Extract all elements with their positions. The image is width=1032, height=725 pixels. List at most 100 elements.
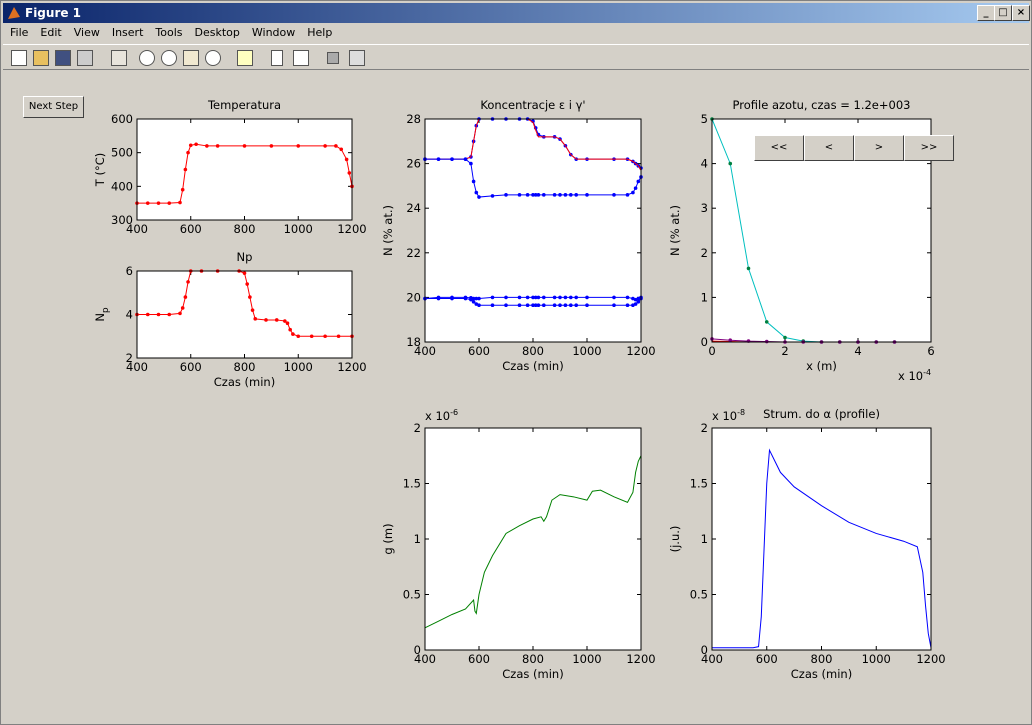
data-point [183, 167, 188, 172]
datacursor-icon[interactable] [237, 50, 253, 66]
y-axis-label-text: T (°C) [93, 153, 107, 187]
legend-icon[interactable] [293, 50, 309, 66]
menu-item[interactable]: Desktop [194, 26, 240, 39]
x-axis-label: x (m) [806, 359, 837, 373]
data-point [574, 303, 578, 308]
maximize-button[interactable]: □ [994, 5, 1012, 21]
y-tick-label: 4 [126, 308, 133, 322]
zoom-in-icon[interactable] [139, 50, 155, 66]
data-point [531, 295, 535, 300]
data-point [504, 303, 508, 308]
data-point [533, 193, 538, 197]
y-axis-label: N (% at.) [668, 205, 682, 256]
data-point [215, 144, 220, 148]
axes-background [425, 119, 641, 342]
colorbar-icon[interactable] [271, 50, 283, 66]
y-tick-label: 4 [701, 157, 708, 171]
data-point [533, 303, 538, 308]
y-axis-label: (j.u.) [668, 526, 682, 553]
data-point [283, 319, 287, 323]
data-point [167, 201, 172, 205]
data-point [552, 295, 557, 300]
data-point [334, 144, 338, 148]
y-axis-label-sub: p [101, 307, 111, 313]
axes-box [711, 427, 932, 651]
data-point [296, 334, 301, 339]
x-tick-label: 800 [522, 344, 544, 358]
open-icon[interactable] [33, 50, 49, 66]
menu-item[interactable]: Window [251, 26, 296, 39]
y-tick-label: 1 [414, 532, 421, 546]
zoom-out-icon[interactable] [161, 50, 177, 66]
data-point [585, 193, 589, 197]
data-point [471, 300, 476, 304]
data-point [636, 296, 641, 301]
data-point [309, 334, 314, 339]
data-point [145, 201, 150, 205]
y-tick-label: 1.5 [403, 477, 421, 491]
data-point [336, 334, 341, 339]
data-point [517, 303, 522, 308]
y-axis-label-text: N (% at.) [668, 205, 682, 256]
rotate-icon[interactable] [205, 50, 221, 66]
data-point [552, 303, 557, 308]
y-axis-label-text: N (% at.) [381, 205, 395, 256]
title-bar: Figure 1 _ □ × [3, 3, 1030, 23]
menu-item[interactable]: Insert [111, 26, 144, 39]
pointer-icon[interactable] [111, 50, 127, 66]
nav-button[interactable]: << [754, 135, 804, 161]
next-step-button[interactable]: Next Step [23, 96, 84, 118]
nav-button[interactable]: < [804, 135, 854, 161]
x-tick-label: 800 [234, 360, 256, 374]
y-tick-label: 2 [126, 351, 133, 365]
data-point [585, 295, 589, 300]
pan-icon[interactable] [183, 50, 199, 66]
data-point [542, 303, 546, 308]
data-point [569, 193, 573, 197]
menu-item[interactable]: File [10, 26, 29, 39]
y-tick-label: 1.5 [690, 477, 708, 491]
y-axis-label: g (m) [381, 523, 395, 554]
data-point [728, 161, 733, 166]
data-point [542, 193, 546, 197]
toolbar [3, 44, 1029, 70]
menu-item[interactable]: View [73, 26, 100, 39]
nav-button[interactable]: > [854, 135, 904, 161]
menu-item[interactable]: Help [307, 26, 333, 39]
close-button[interactable]: × [1012, 5, 1030, 21]
y-tick-label: 0.5 [403, 588, 421, 602]
data-point [474, 296, 479, 301]
x-tick-label: 400 [701, 652, 723, 666]
data-point [563, 193, 568, 197]
data-point [347, 171, 352, 175]
y-tick-label: 1 [701, 532, 708, 546]
data-point [517, 193, 522, 197]
data-point [542, 295, 546, 300]
hide-tools-icon[interactable] [327, 52, 339, 64]
new-icon[interactable] [11, 50, 27, 66]
menu-item[interactable]: Tools [155, 26, 183, 39]
x-tick-label: 1000 [284, 360, 313, 374]
data-point [178, 311, 182, 316]
print-icon[interactable] [77, 50, 93, 66]
nav-button[interactable]: >> [904, 135, 954, 161]
axis-multiplier: x 10-4 [898, 368, 931, 383]
x-tick-label: 600 [180, 360, 202, 374]
data-point [242, 144, 247, 148]
data-point [339, 147, 344, 152]
menu-item[interactable]: Edit [40, 26, 62, 39]
data-point [167, 312, 172, 317]
show-tools-icon[interactable] [349, 50, 365, 66]
data-point [178, 200, 182, 205]
y-tick-label: 300 [111, 213, 133, 227]
axes-title: Profile azotu, czas = 1.2e+003 [733, 98, 911, 112]
data-point [633, 302, 638, 306]
data-point [469, 161, 473, 166]
y-tick-label: 6 [126, 264, 133, 278]
y-tick-label: 400 [111, 179, 133, 193]
data-point [477, 195, 481, 199]
minimize-button[interactable]: _ [977, 5, 995, 21]
data-point [558, 295, 562, 300]
x-tick-label: 1000 [284, 222, 313, 236]
save-icon[interactable] [55, 50, 71, 66]
